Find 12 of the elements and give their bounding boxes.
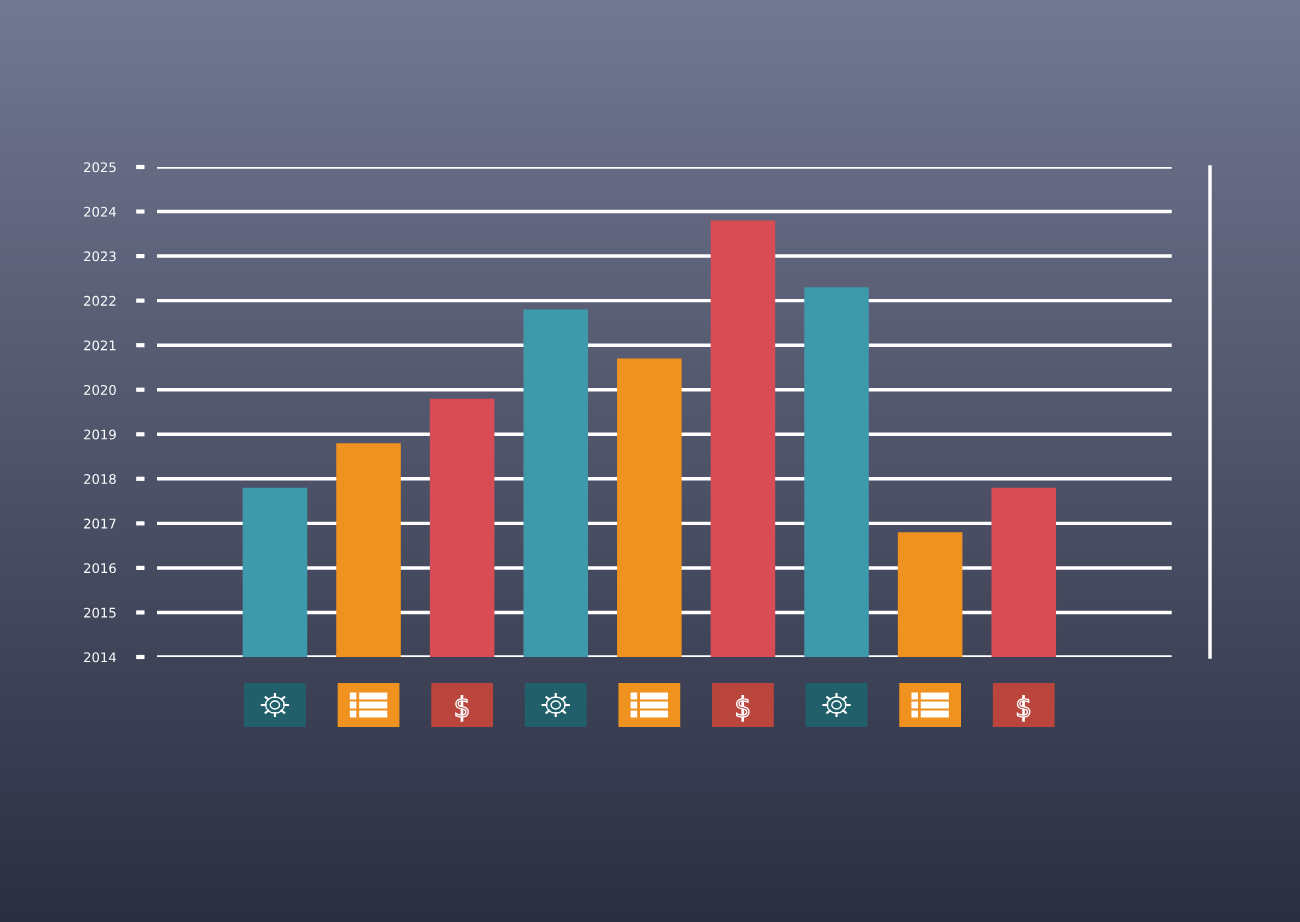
y-tick-label: 2025 [84,162,116,173]
y-tick-label: 2023 [84,251,116,262]
y-tick-label: 2019 [84,429,116,440]
y-tick-label: 2017 [84,518,116,529]
y-tick-label: 2020 [84,384,116,395]
y-tick-label: 2021 [84,340,116,351]
y-tick-label: 2016 [84,563,116,574]
y-tick-label: 2024 [84,206,116,217]
y-tick-label: 2022 [84,295,116,306]
y-tick-label: 2014 [84,652,116,663]
y-tick-label: 2018 [84,474,116,485]
y-tick-label: 2015 [84,607,116,618]
